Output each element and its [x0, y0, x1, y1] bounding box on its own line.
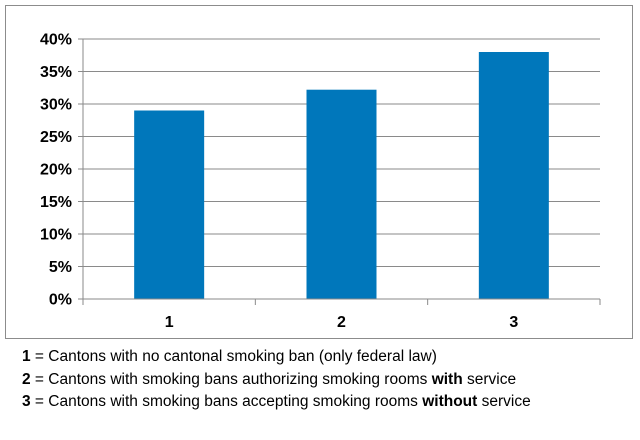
x-tick-label: 3	[509, 314, 518, 331]
axes	[78, 38, 601, 305]
legend-text: Cantons with smoking bans accepting smok…	[48, 393, 423, 410]
y-tick-label: 10%	[40, 227, 72, 244]
y-tick-label: 20%	[40, 162, 72, 179]
bar	[306, 89, 377, 299]
bar	[134, 110, 205, 299]
legend-separator: =	[30, 370, 49, 388]
y-axis-ticks: 0% 5% 10% 15% 20% 25% 30% 35% 40%	[40, 32, 72, 309]
legend-emphasis: with	[431, 370, 463, 388]
x-axis-ticks: 1 2 3	[165, 314, 519, 331]
bar-chart: 0% 5% 10% 15% 20% 25% 30% 35% 40% 1 2 3	[5, 5, 633, 339]
legend-item-1: 1 = Cantons with no cantonal smoking ban…	[22, 346, 632, 369]
y-tick-label: 25%	[40, 129, 72, 146]
legend-separator: =	[30, 348, 49, 365]
legend-emphasis: without	[422, 393, 478, 410]
category-legend: 1 = Cantons with no cantonal smoking ban…	[22, 346, 632, 414]
bars	[134, 52, 549, 299]
legend-text-end: service	[477, 393, 531, 410]
legend-text: Cantons with no cantonal smoking ban (on…	[48, 348, 437, 365]
bar	[478, 52, 549, 299]
legend-separator: =	[30, 393, 49, 410]
legend-key: 2	[22, 370, 31, 388]
legend-text-end: service	[462, 370, 517, 388]
y-tick-label: 15%	[40, 194, 72, 211]
legend-item-2: 2 = Cantons with smoking bans authorizin…	[22, 369, 632, 392]
y-tick-label: 0%	[49, 292, 72, 309]
legend-key: 1	[22, 348, 31, 365]
y-tick-label: 30%	[40, 97, 72, 114]
legend-key: 3	[22, 393, 31, 410]
y-tick-label: 5%	[49, 259, 72, 276]
x-tick-label: 2	[337, 314, 346, 331]
legend-text: Cantons with smoking bans authorizing sm…	[48, 370, 432, 388]
y-tick-label: 35%	[40, 64, 72, 81]
x-tick-label: 1	[165, 314, 174, 331]
y-tick-label: 40%	[40, 32, 72, 49]
legend-item-3: 3 = Cantons with smoking bans accepting …	[22, 391, 632, 414]
